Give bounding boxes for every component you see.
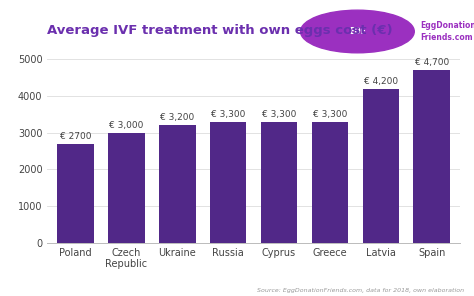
Text: EggDonation
Friends.com: EggDonation Friends.com xyxy=(420,21,474,42)
Text: € 3,300: € 3,300 xyxy=(211,110,246,119)
Bar xyxy=(108,133,145,243)
Text: EDF: EDF xyxy=(349,27,366,36)
Bar xyxy=(57,144,94,243)
Bar xyxy=(210,122,246,243)
Text: Source: EggDonationFriends.com, data for 2018, own elaboration: Source: EggDonationFriends.com, data for… xyxy=(257,288,465,293)
Circle shape xyxy=(301,10,414,53)
Text: € 4,700: € 4,700 xyxy=(415,58,449,67)
Text: € 2700: € 2700 xyxy=(60,132,91,141)
Text: Average IVF treatment with own eggs cost (€): Average IVF treatment with own eggs cost… xyxy=(47,24,393,37)
Bar xyxy=(311,122,348,243)
Text: € 3,000: € 3,000 xyxy=(109,121,144,130)
Text: € 3,200: € 3,200 xyxy=(160,113,194,122)
Text: € 4,200: € 4,200 xyxy=(364,77,398,86)
Bar xyxy=(159,125,196,243)
Text: € 3,300: € 3,300 xyxy=(262,110,296,119)
Text: € 3,300: € 3,300 xyxy=(313,110,347,119)
Bar xyxy=(413,70,450,243)
Bar xyxy=(261,122,297,243)
Bar xyxy=(363,89,399,243)
